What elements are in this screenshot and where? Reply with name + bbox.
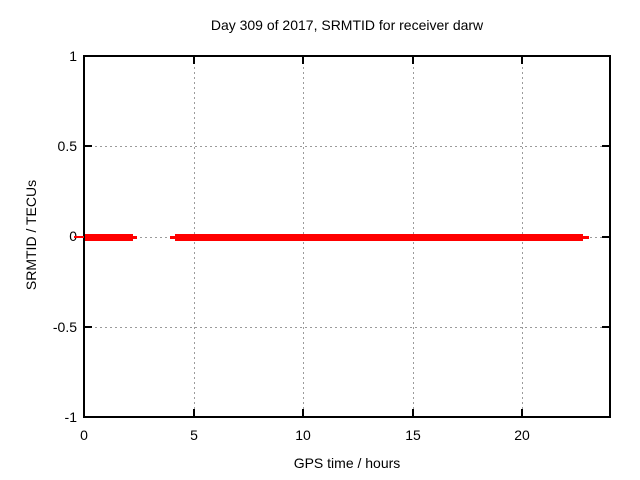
y-tick-label: 0 [0,228,77,244]
plot-area [83,55,611,418]
x-tick-mark [193,57,195,64]
x-tick-label: 20 [514,427,530,443]
data-series-segment-thin [583,236,589,239]
y-tick-mark [602,236,609,238]
y-tick-mark [602,145,609,147]
data-series-segment-thin [170,236,175,239]
x-tick-mark [521,57,523,64]
y-tick-mark [85,326,92,328]
x-tick-label: 0 [80,427,88,443]
y-tick-label: -1 [64,409,77,425]
x-tick-mark [412,57,414,64]
x-tick-label: 5 [190,427,198,443]
data-series-segment-edge [74,236,84,238]
x-tick-mark [193,409,195,416]
data-series-segment-thin [133,236,137,239]
x-tick-label: 10 [295,427,311,443]
gridline-y-0p5 [85,146,609,147]
x-tick-mark [302,409,304,416]
y-tick-label: -0.5 [52,319,77,335]
x-tick-mark [302,57,304,64]
x-axis-title: GPS time / hours [293,455,401,471]
y-tick-mark [602,326,609,328]
data-series-segment [85,234,133,241]
y-tick-label: 0.5 [57,138,77,154]
x-tick-label: 15 [405,427,421,443]
gridline-y-m0p5 [85,327,609,328]
data-series-segment [175,234,583,241]
y-tick-label: 1 [69,48,77,64]
y-tick-mark [85,145,92,147]
x-tick-mark [521,409,523,416]
chart-title: Day 309 of 2017, SRMTID for receiver dar… [210,17,484,33]
x-tick-mark [412,409,414,416]
